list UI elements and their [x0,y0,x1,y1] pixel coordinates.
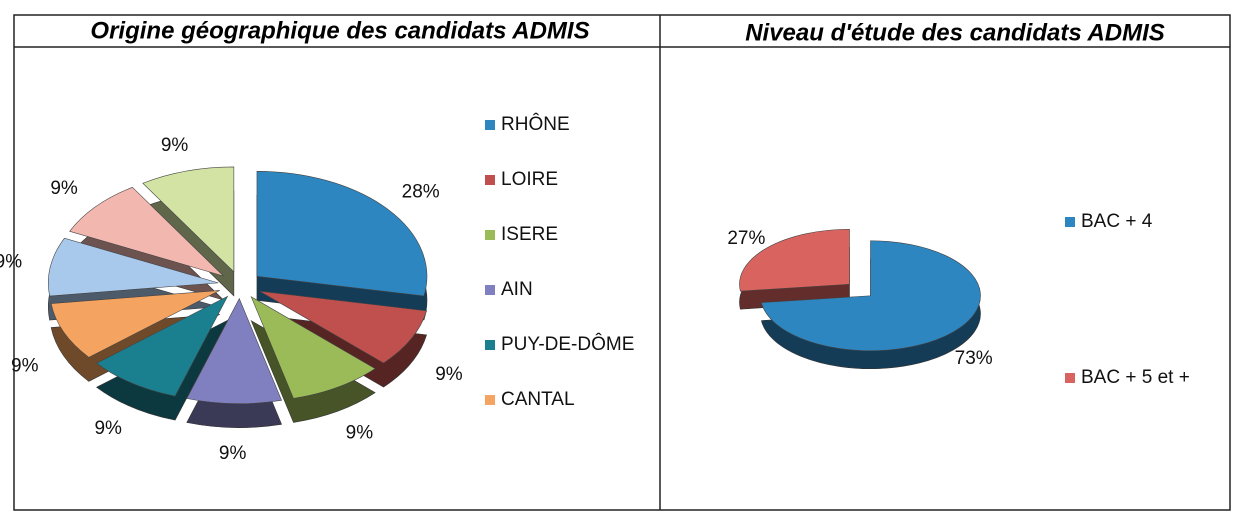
data-label: 73% [955,348,993,369]
data-label: 9% [50,178,78,199]
data-label: 9% [11,356,39,377]
slice [186,297,283,404]
slice [256,171,428,297]
data-label: 9% [435,364,463,385]
slice [250,296,376,399]
slice [50,290,220,358]
legend-label: RHÔNE [501,113,570,135]
legend-label: PUY-DE-DÔME [501,333,634,355]
slice [259,290,427,364]
legend-label: AIN [501,279,533,300]
legend-swatch [485,395,495,405]
data-label: 9% [161,135,189,156]
legend-label: ISERE [501,224,558,245]
legend-swatch [485,230,495,240]
slice [47,237,219,297]
legend-swatch [485,120,495,130]
data-label: 27% [727,228,765,249]
legend-swatch [485,285,495,295]
chart-title: Niveau d'étude des candidats ADMIS [745,19,1165,46]
data-label: 9% [219,443,247,464]
chart-title: Origine géographique des candidats ADMIS [90,17,589,44]
slice [69,186,224,277]
data-label: 9% [346,423,374,444]
legend-swatch [1065,217,1075,227]
data-label: 9% [94,418,122,439]
legend-swatch [485,175,495,185]
slice [739,228,850,292]
legend-swatch [1065,373,1075,383]
legend-label: BAC + 5 et + [1081,367,1190,388]
data-label: 28% [402,182,440,203]
legend-label: LOIRE [501,169,558,190]
slice [96,295,229,397]
legend-label: CANTAL [501,389,575,410]
slice [760,240,981,352]
legend-label: BAC + 4 [1081,211,1153,232]
legend-swatch [485,340,495,350]
frame [13,14,1231,511]
data-label: 9% [0,251,22,272]
slice [142,166,235,273]
